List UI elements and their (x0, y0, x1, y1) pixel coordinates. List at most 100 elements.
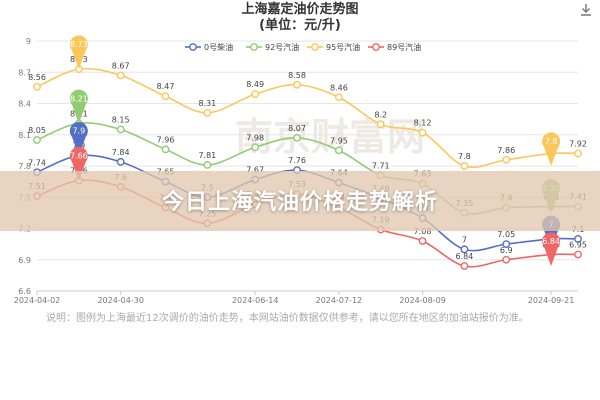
data-label: 8.31 (198, 99, 216, 108)
pin-label: 6.84 (542, 237, 560, 246)
data-point (334, 93, 343, 102)
pin-label: 7.66 (70, 152, 88, 161)
legend-swatch-dot (311, 43, 319, 51)
data-point (293, 80, 301, 89)
watermark-text: 南京财富网 (235, 115, 425, 159)
series-95号汽油: 8.568.738.678.478.318.498.588.468.28.127… (28, 55, 587, 170)
data-point (33, 136, 41, 144)
pin-shape (69, 121, 88, 156)
x-tick-label: 2024-06-14 (232, 296, 279, 305)
data-point (502, 155, 511, 164)
data-label: 7 (462, 235, 467, 244)
data-point (574, 250, 582, 259)
data-label: 7.98 (246, 133, 264, 142)
legend-item: 89号汽油 (368, 42, 421, 52)
data-label: 7.8 (458, 152, 471, 161)
pin-label: 7.9 (72, 127, 85, 136)
pin-shape (69, 89, 88, 124)
data-label: 8.46 (330, 83, 348, 92)
chart-subtitle: (单位：元/升) (259, 18, 341, 33)
data-point (574, 149, 582, 158)
data-label: 8.15 (112, 116, 130, 125)
pin-label: 7.8 (545, 137, 558, 146)
data-point (502, 240, 511, 249)
legend-swatch-dot (372, 43, 380, 51)
data-label: 7.05 (497, 230, 515, 239)
data-label: 7.86 (497, 146, 515, 155)
pin-shape (542, 232, 561, 266)
y-tick-label: 9 (26, 37, 31, 46)
x-tick-label: 2024-07-12 (316, 296, 363, 305)
data-label: 8.49 (246, 80, 264, 89)
data-point (116, 125, 125, 134)
legend-label: 95号汽油 (326, 42, 360, 52)
data-label: 7.84 (112, 148, 130, 157)
legend-item: 95号汽油 (307, 42, 360, 52)
data-point (161, 92, 170, 101)
data-label: 7.67 (246, 166, 264, 175)
x-tick-label: 2024-08-09 (399, 296, 446, 305)
chart-note: 说明：图例为上海最近12次调价的油价走势，本网站油价数据仅供参考，请以您所在地区… (46, 313, 529, 324)
data-point (116, 157, 125, 166)
data-label: 7.81 (198, 151, 216, 160)
download-icon[interactable] (578, 2, 594, 18)
data-label: 6.95 (569, 241, 587, 250)
pin-marker: 8.21 (69, 89, 88, 124)
data-point (251, 90, 260, 99)
data-point (418, 237, 427, 245)
pin-marker: 7.66 (69, 146, 88, 181)
legend-label: 0号柴油 (204, 42, 233, 52)
pin-shape (542, 132, 561, 166)
data-label: 7.76 (288, 156, 306, 165)
data-point (574, 235, 582, 243)
data-label: 8.2 (374, 110, 387, 119)
data-label: 6.9 (500, 246, 513, 255)
y-tick-label: 8.4 (18, 100, 31, 109)
pin-marker: 7.8 (542, 132, 561, 166)
data-point (418, 128, 427, 137)
data-label: 7.92 (569, 140, 587, 149)
data-point (203, 161, 212, 169)
y-tick-label: 8.1 (18, 131, 31, 140)
chart-title-block: 上海嘉定油价走势图 (单位：元/升) (0, 2, 600, 34)
legend-swatch-dot (189, 43, 197, 51)
y-tick-label: 7.8 (18, 162, 31, 171)
y-tick-label: 8.7 (18, 68, 31, 77)
pin-label: 8.21 (70, 94, 88, 103)
chart-title: 上海嘉定油价走势图 (241, 2, 359, 17)
data-point (460, 262, 469, 270)
data-point (161, 145, 170, 154)
data-point (334, 146, 343, 155)
data-point (203, 108, 212, 117)
data-label: 8.56 (28, 73, 46, 82)
x-tick-label: 2024-04-02 (14, 296, 61, 305)
pin-marker: 7.9 (69, 121, 88, 156)
data-point (460, 162, 469, 170)
data-point (460, 245, 469, 254)
data-point (116, 71, 125, 80)
data-point (293, 133, 301, 142)
x-tick-label: 2024-09-21 (528, 296, 575, 305)
legend-label: 89号汽油 (387, 42, 421, 52)
legend-item: 92号汽油 (246, 42, 299, 52)
data-point (33, 82, 41, 91)
legend-swatch-dot (250, 43, 258, 51)
y-tick-label: 6.9 (18, 256, 31, 265)
pin-label: 8.73 (70, 40, 88, 49)
data-label: 7.95 (330, 136, 348, 145)
data-point (376, 120, 385, 129)
legend-label: 92号汽油 (265, 42, 299, 52)
data-label: 8.67 (112, 61, 130, 70)
pin-shape (69, 35, 88, 70)
data-label: 7.74 (28, 158, 46, 167)
pin-shape (69, 146, 88, 181)
data-label: 7.96 (157, 135, 175, 144)
y-tick-label: 6.6 (18, 287, 31, 296)
data-label: 8.12 (414, 119, 432, 128)
data-label: 8.05 (28, 126, 46, 135)
data-label: 6.84 (456, 252, 474, 261)
data-label: 8.58 (288, 71, 306, 80)
pin-marker: 6.84 (542, 232, 561, 266)
data-label: 8.07 (288, 124, 306, 133)
